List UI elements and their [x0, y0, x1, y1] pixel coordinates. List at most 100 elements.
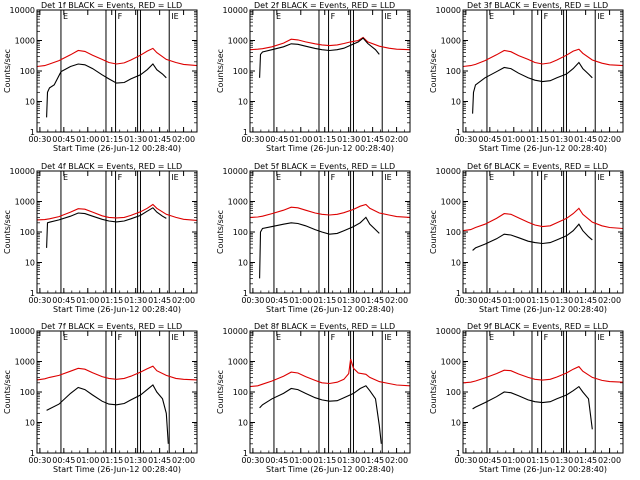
- panel-det-7: Det 7f BLACK = Events, RED = LLD Counts/s…: [3, 322, 198, 474]
- plot-frame: [249, 170, 411, 294]
- x-axis-label: Start Time (26-Jun-12 00:28:40): [479, 465, 607, 474]
- y-tick-label: 10: [238, 98, 248, 107]
- x-tick-label: 00:45: [478, 296, 501, 305]
- event-marker-label: E: [276, 173, 281, 182]
- plot-frame: [462, 9, 624, 133]
- plot-frame: [249, 330, 411, 454]
- panel-title: Det 8f BLACK = Events, RED = LLD: [254, 322, 395, 331]
- y-tick-label: 10000: [436, 167, 461, 176]
- x-axis-label: Start Time (26-Jun-12 00:28:40): [266, 465, 394, 474]
- event-marker-label: E: [63, 173, 68, 182]
- x-tick-label: 01:15: [100, 456, 123, 465]
- x-tick-label: 01:30: [124, 135, 147, 144]
- y-tick-label: 100: [446, 67, 461, 76]
- y-tick-label: 10: [25, 419, 35, 428]
- x-tick-label: 00:45: [52, 135, 75, 144]
- x-tick-label: 01:15: [526, 456, 549, 465]
- y-tick-label: 10: [25, 259, 35, 268]
- y-tick-label: 10: [238, 419, 248, 428]
- x-axis-label: Start Time (26-Jun-12 00:28:40): [53, 465, 181, 474]
- x-tick-label: 00:45: [265, 296, 288, 305]
- x-tick-label: 00:30: [28, 296, 51, 305]
- y-tick-label: 100: [233, 67, 248, 76]
- x-axis-label: Start Time (26-Jun-12 00:28:40): [266, 144, 394, 153]
- panel-det-8: Det 8f BLACK = Events, RED = LLD Counts/s…: [216, 322, 411, 474]
- y-tick-label: 10: [451, 259, 461, 268]
- y-tick-label: 1000: [228, 358, 248, 367]
- x-tick-label: 00:30: [454, 296, 477, 305]
- x-tick-label: 01:45: [148, 296, 171, 305]
- x-axis-label: Start Time (26-Jun-12 00:28:40): [53, 305, 181, 314]
- x-tick-label: 01:00: [289, 135, 312, 144]
- y-tick-label: 100: [233, 228, 248, 237]
- x-tick-label: 02:00: [385, 456, 408, 465]
- event-marker-label: IE: [597, 173, 604, 182]
- series-line-lld: [36, 47, 198, 68]
- x-tick-label: 02:00: [598, 456, 621, 465]
- x-tick-label: 00:30: [454, 456, 477, 465]
- y-axis-label: Counts/sec: [429, 370, 438, 414]
- event-marker-label: E: [276, 333, 281, 342]
- panel-title: Det 4f BLACK = Events, RED = LLD: [41, 162, 182, 171]
- y-tick-label: 10: [25, 98, 35, 107]
- series-line-events: [472, 385, 593, 430]
- y-tick-label: 1: [456, 128, 461, 137]
- y-axis-label: Counts/sec: [3, 370, 12, 414]
- x-tick-label: 01:00: [76, 296, 99, 305]
- y-tick-label: 1000: [228, 37, 248, 46]
- y-tick-label: 1000: [441, 358, 461, 367]
- y-tick-label: 10000: [10, 327, 35, 336]
- panel-det-5: Det 5f BLACK = Events, RED = LLD Counts/s…: [216, 162, 411, 314]
- x-tick-label: 01:30: [550, 456, 573, 465]
- x-tick-label: 01:30: [550, 135, 573, 144]
- event-marker-label: IE: [171, 333, 178, 342]
- x-axis-label: Start Time (26-Jun-12 00:28:40): [479, 305, 607, 314]
- panel-title: Det 7f BLACK = Events, RED = LLD: [41, 322, 182, 331]
- x-tick-label: 02:00: [598, 296, 621, 305]
- x-tick-label: 01:45: [574, 135, 597, 144]
- plot-frame: [36, 330, 198, 454]
- event-marker-label: IE: [597, 12, 604, 21]
- x-tick-label: 01:45: [361, 296, 384, 305]
- series-line-events: [472, 223, 593, 251]
- series-line-lld: [249, 36, 411, 51]
- x-tick-label: 01:30: [337, 456, 360, 465]
- y-axis-label: Counts/sec: [429, 49, 438, 93]
- y-tick-label: 100: [233, 388, 248, 397]
- x-tick-label: 01:00: [502, 456, 525, 465]
- panel-title: Det 5f BLACK = Events, RED = LLD: [254, 162, 395, 171]
- x-tick-label: 02:00: [385, 296, 408, 305]
- y-tick-label: 1000: [228, 198, 248, 207]
- x-tick-label: 02:00: [172, 135, 195, 144]
- y-tick-label: 1: [243, 289, 248, 298]
- y-axis-label: Counts/sec: [216, 210, 225, 254]
- x-tick-label: 00:30: [241, 456, 264, 465]
- x-tick-label: 00:30: [454, 135, 477, 144]
- y-tick-label: 100: [446, 228, 461, 237]
- panel-title: Det 2f BLACK = Events, RED = LLD: [254, 1, 395, 10]
- y-tick-label: 10000: [223, 167, 248, 176]
- y-tick-label: 1: [243, 449, 248, 458]
- series-line-lld: [462, 365, 624, 384]
- event-marker-label: F: [544, 333, 549, 342]
- series-line-lld: [462, 48, 624, 68]
- x-tick-label: 02:00: [172, 296, 195, 305]
- y-axis-label: Counts/sec: [216, 49, 225, 93]
- y-tick-label: 10: [451, 419, 461, 428]
- plot-frame: [36, 9, 198, 133]
- event-marker-label: IE: [384, 333, 391, 342]
- series-line-lld: [249, 358, 411, 388]
- y-tick-label: 10: [238, 259, 248, 268]
- event-marker-label: F: [544, 12, 549, 21]
- plot-frame: [462, 170, 624, 294]
- event-marker-label: F: [331, 173, 336, 182]
- x-tick-label: 00:45: [478, 135, 501, 144]
- plot-frame: [462, 330, 624, 454]
- y-tick-label: 1000: [441, 37, 461, 46]
- y-axis-label: Counts/sec: [216, 370, 225, 414]
- panel-title: Det 1f BLACK = Events, RED = LLD: [41, 1, 182, 10]
- x-tick-label: 02:00: [598, 135, 621, 144]
- x-tick-label: 01:15: [100, 135, 123, 144]
- x-tick-label: 02:00: [385, 135, 408, 144]
- plot-frame: [249, 9, 411, 133]
